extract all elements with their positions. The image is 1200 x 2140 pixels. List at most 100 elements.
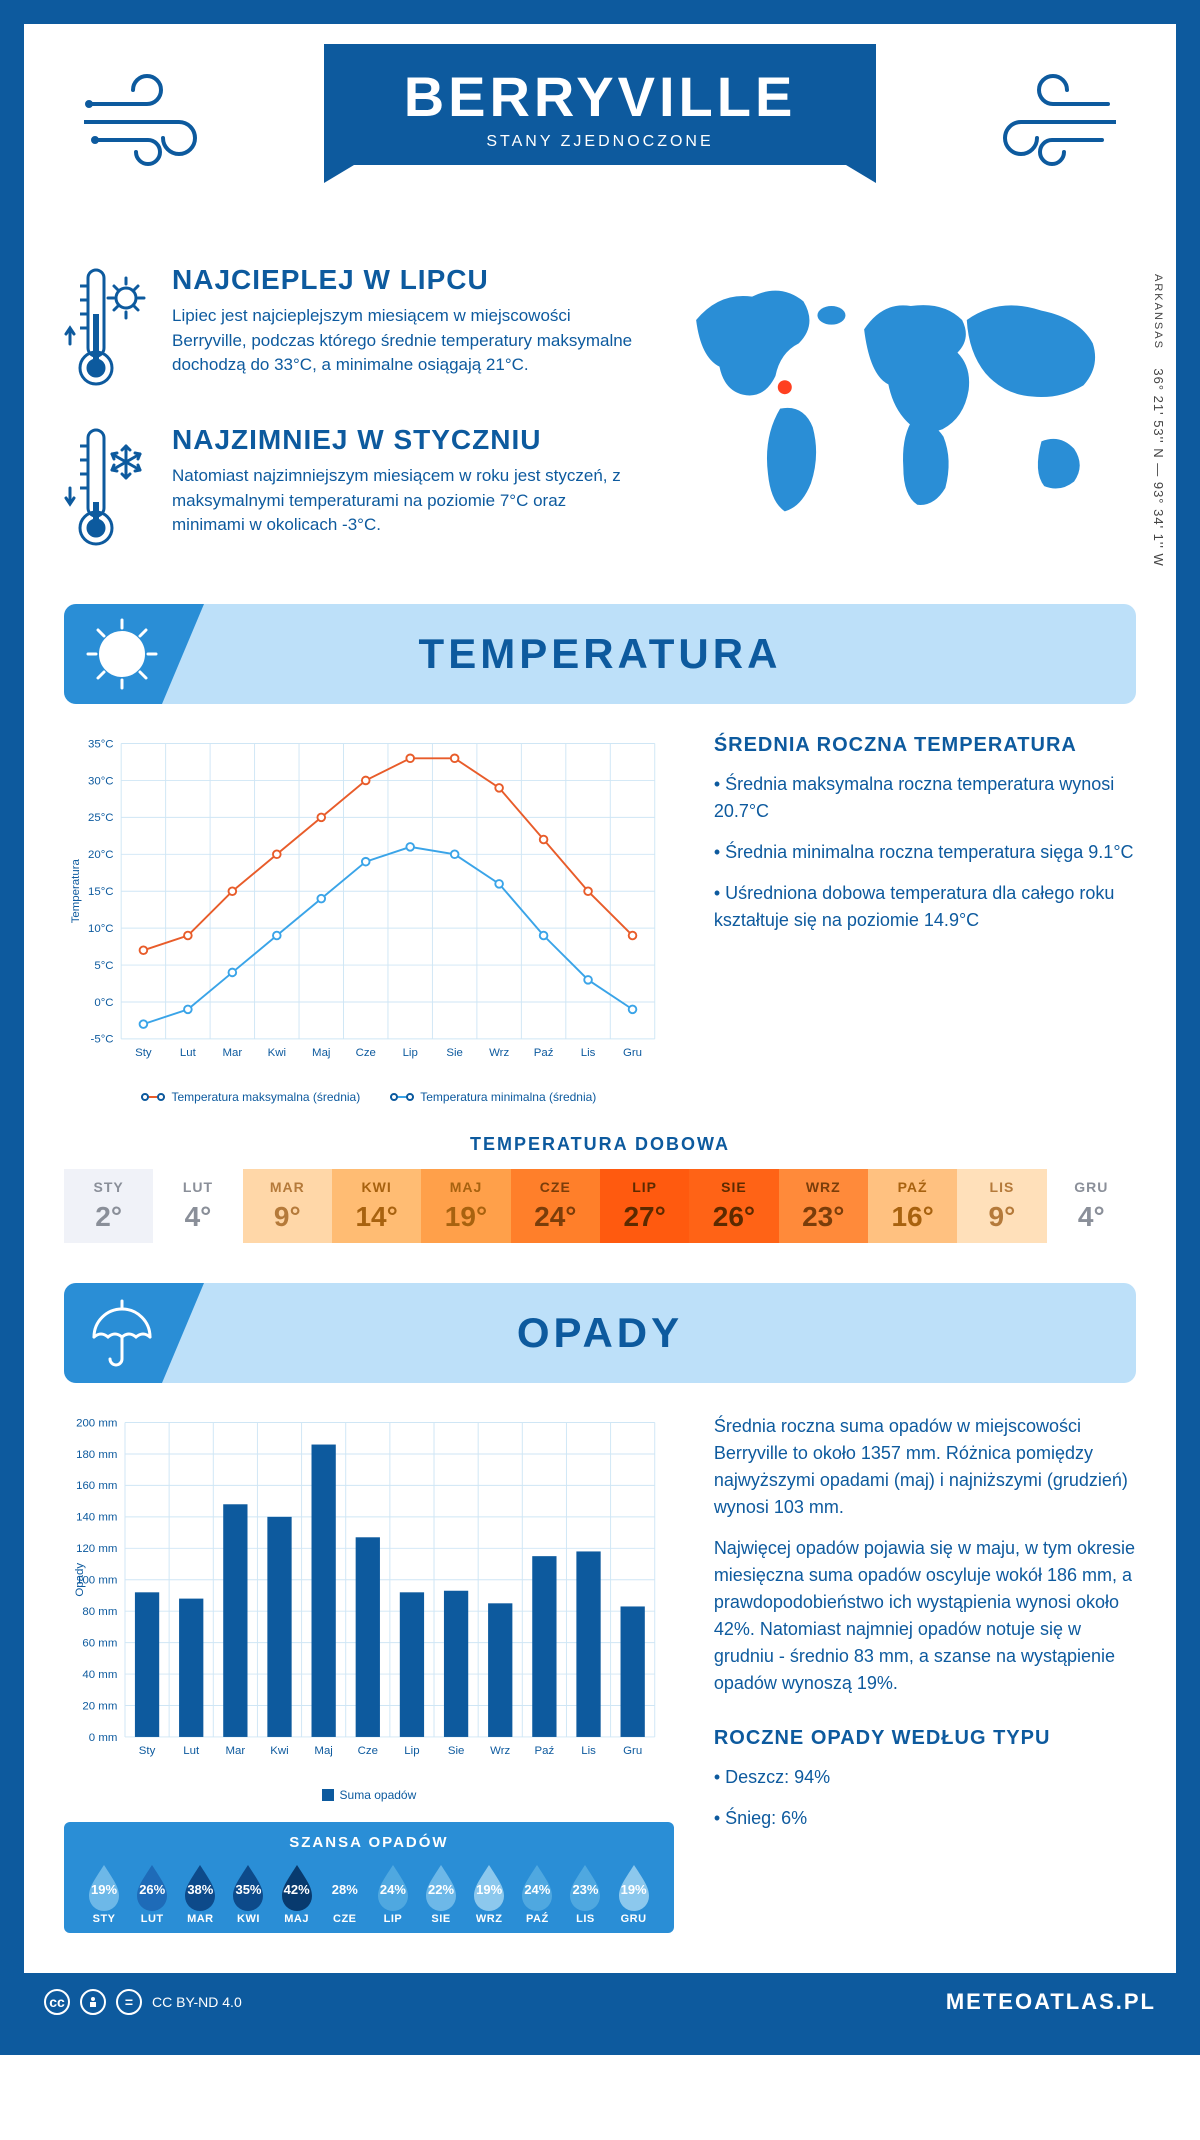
svg-text:Cze: Cze [358,1745,378,1757]
avg-temp-b1: • Średnia maksymalna roczna temperatura … [714,771,1136,825]
chance-cell: 28% CZE [321,1863,369,1925]
nd-icon: = [116,1989,142,2015]
svg-text:Gru: Gru [623,1745,642,1757]
svg-text:Lis: Lis [581,1047,596,1059]
coldest-text: Natomiast najzimniejszym miesiącem w rok… [172,464,637,538]
daily-cell: LIS9° [957,1169,1046,1243]
svg-text:180 mm: 180 mm [76,1449,117,1461]
chance-cell: 26% LUT [128,1863,176,1925]
svg-text:Opady: Opady [74,1563,86,1597]
svg-text:10°C: 10°C [88,923,114,935]
svg-text:Paź: Paź [534,1047,554,1059]
daily-cell: MAR9° [243,1169,332,1243]
daily-cell: WRZ23° [779,1169,868,1243]
svg-text:Lut: Lut [180,1047,197,1059]
title-banner: BERRYVILLE STANY ZJEDNOCZONE [324,44,877,165]
precip-p2: Najwięcej opadów pojawia się w maju, w t… [714,1535,1136,1697]
precip-chart-row: 0 mm20 mm40 mm60 mm80 mm100 mm120 mm140 … [64,1413,1136,1933]
daily-cell: STY2° [64,1169,153,1243]
by-icon [80,1989,106,2015]
legend-max: Temperatura maksymalna (średnia) [171,1090,360,1104]
daily-cell: MAJ19° [421,1169,510,1243]
svg-text:Lut: Lut [183,1745,200,1757]
precip-bar-chart: 0 mm20 mm40 mm60 mm80 mm100 mm120 mm140 … [64,1413,674,1775]
temperature-chart-row: -5°C0°C5°C10°C15°C20°C25°C30°C35°CStyLut… [64,734,1136,1104]
coldest-block: NAJZIMNIEJ W STYCZNIU Natomiast najzimni… [64,424,637,554]
chance-cell: 19% STY [80,1863,128,1925]
brand: METEOATLAS.PL [946,1989,1156,2015]
svg-text:0°C: 0°C [94,997,113,1009]
svg-text:60 mm: 60 mm [82,1637,117,1649]
daily-cell: LUT4° [153,1169,242,1243]
chance-cell: 24% PAŹ [513,1863,561,1925]
wind-icon-left [84,64,234,174]
page-title: BERRYVILLE [404,64,797,129]
license-text: CC BY-ND 4.0 [152,1994,242,2010]
temperature-line-chart: -5°C0°C5°C10°C15°C20°C25°C30°C35°CStyLut… [64,734,674,1077]
coordinates: ARKANSAS 36° 21' 53'' N — 93° 34' 1'' W [1151,274,1166,567]
map-marker [776,379,793,396]
svg-text:15°C: 15°C [88,886,114,898]
page-subtitle: STANY ZJEDNOCZONE [404,133,797,151]
license: cc = CC BY-ND 4.0 [44,1989,242,2015]
svg-text:Sie: Sie [448,1745,465,1757]
daily-cell: PAŹ16° [868,1169,957,1243]
svg-text:Gru: Gru [623,1047,642,1059]
chance-cell: 23% LIS [561,1863,609,1925]
svg-text:160 mm: 160 mm [76,1480,117,1492]
svg-text:-5°C: -5°C [91,1034,114,1046]
avg-temp-b3: • Uśredniona dobowa temperatura dla całe… [714,880,1136,934]
footer: cc = CC BY-ND 4.0 METEOATLAS.PL [24,1973,1176,2031]
region-label: ARKANSAS [1152,274,1164,350]
daily-cell: LIP27° [600,1169,689,1243]
svg-text:Lis: Lis [581,1745,596,1757]
svg-text:Lip: Lip [403,1047,418,1059]
info-row: NAJCIEPLEJ W LIPCU Lipiec jest najcieple… [64,264,1136,584]
svg-text:Wrz: Wrz [490,1745,510,1757]
daily-cell: SIE26° [689,1169,778,1243]
chance-cell: 19% GRU [610,1863,658,1925]
daily-cell: CZE24° [511,1169,600,1243]
precip-type-2: • Śnieg: 6% [714,1805,1136,1832]
wind-icon-right [966,64,1116,174]
svg-text:20 mm: 20 mm [82,1700,117,1712]
svg-text:Maj: Maj [312,1047,330,1059]
svg-text:0 mm: 0 mm [89,1732,118,1744]
avg-temp-title: ŚREDNIA ROCZNA TEMPERATURA [714,734,1136,757]
umbrella-icon [82,1293,162,1373]
cc-icon: cc [44,1989,70,2015]
daily-cell: GRU4° [1047,1169,1136,1243]
precip-header: OPADY [64,1283,1136,1383]
coords-value: 36° 21' 53'' N — 93° 34' 1'' W [1151,368,1166,566]
legend-min: Temperatura minimalna (średnia) [420,1090,596,1104]
chance-cell: 22% SIE [417,1863,465,1925]
temperature-title: TEMPERATURA [64,630,1136,678]
svg-text:Kwi: Kwi [270,1745,288,1757]
svg-text:Sty: Sty [139,1745,156,1757]
svg-text:Mar: Mar [222,1047,242,1059]
precip-type-title: ROCZNE OPADY WEDŁUG TYPU [714,1727,1136,1750]
svg-text:120 mm: 120 mm [76,1543,117,1555]
warmest-title: NAJCIEPLEJ W LIPCU [172,264,637,296]
avg-temp-b2: • Średnia minimalna roczna temperatura s… [714,839,1136,866]
precip-legend: Suma opadów [64,1788,674,1802]
temperature-header: TEMPERATURA [64,604,1136,704]
svg-text:Cze: Cze [356,1047,376,1059]
warmest-text: Lipiec jest najcieplejszym miesiącem w m… [172,304,637,378]
daily-temp-grid: STY2°LUT4°MAR9°KWI14°MAJ19°CZE24°LIP27°S… [64,1169,1136,1243]
svg-text:Paź: Paź [535,1745,555,1757]
svg-text:5°C: 5°C [94,960,113,972]
precip-legend-label: Suma opadów [340,1788,417,1802]
daily-temp-title: TEMPERATURA DOBOWA [64,1134,1136,1155]
svg-text:40 mm: 40 mm [82,1669,117,1681]
svg-text:200 mm: 200 mm [76,1417,117,1429]
sun-icon [82,614,162,694]
precip-chance: SZANSA OPADÓW 19% STY 26% LUT 38% MAR 35… [64,1822,674,1933]
svg-text:Maj: Maj [314,1745,332,1757]
daily-cell: KWI14° [332,1169,421,1243]
precip-p1: Średnia roczna suma opadów w miejscowośc… [714,1413,1136,1521]
chance-cell: 38% MAR [176,1863,224,1925]
svg-text:Kwi: Kwi [268,1047,286,1059]
svg-text:20°C: 20°C [88,849,114,861]
svg-text:30°C: 30°C [88,775,114,787]
